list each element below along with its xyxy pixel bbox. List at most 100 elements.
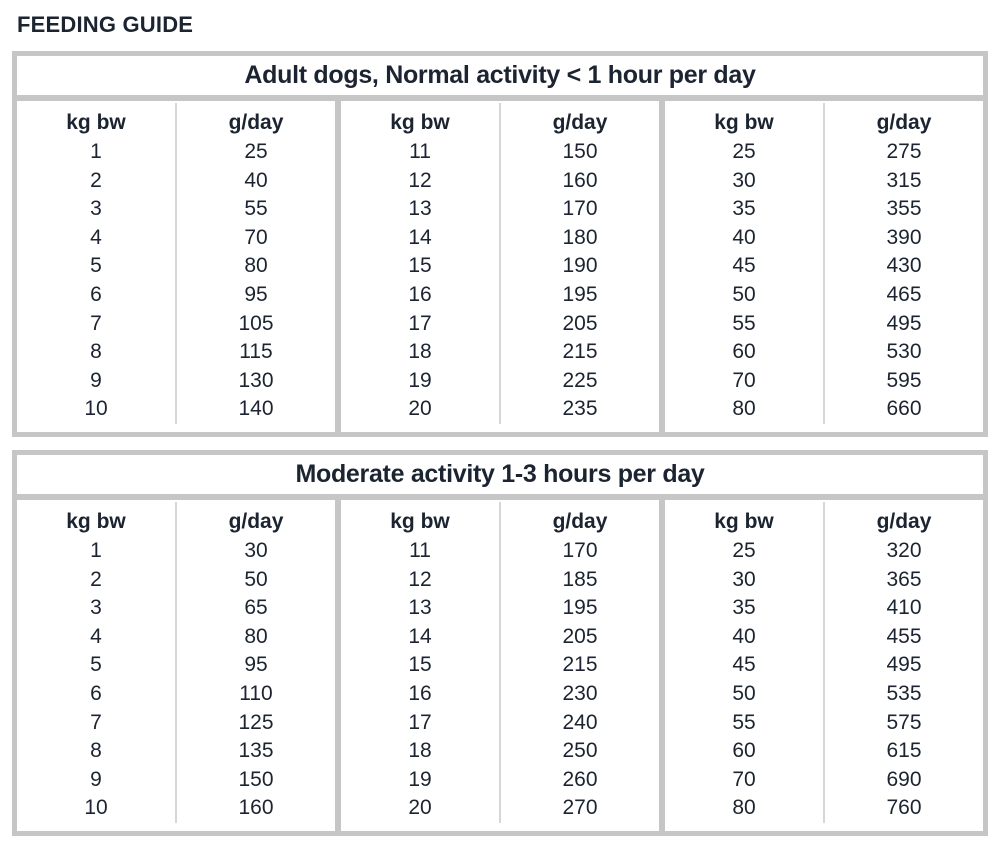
weight-cell: 7 xyxy=(90,710,102,734)
weight-cell: 5 xyxy=(90,653,102,677)
amount-cell: 50 xyxy=(244,567,268,591)
amount-cell: 455 xyxy=(886,624,922,648)
amount-cell: 205 xyxy=(562,624,598,648)
amount-cell: 65 xyxy=(244,596,268,620)
weight-cell: 4 xyxy=(90,225,102,249)
amount-cell: 270 xyxy=(562,796,598,820)
weight-cell: 18 xyxy=(408,340,432,364)
weight-column: kg bw 25 30 35 40 45 50 55 60 70 80 xyxy=(665,501,825,823)
column-header-amount: g/day xyxy=(228,111,284,134)
weight-cell: 80 xyxy=(732,397,756,421)
amount-cell: 170 xyxy=(562,197,598,221)
amount-column: g/day 275 315 355 390 430 465 495 530 595 660 xyxy=(825,103,983,424)
weight-cell: 50 xyxy=(732,282,756,306)
weight-cell: 15 xyxy=(408,254,432,278)
amount-cell: 150 xyxy=(562,140,598,163)
column-header-amount: g/day xyxy=(876,509,932,533)
amount-column: g/day 30 50 65 80 95 110 125 135 150 160 xyxy=(177,502,335,823)
amount-cell: 185 xyxy=(562,567,598,591)
weight-cell: 55 xyxy=(732,710,756,734)
weight-cell: 25 xyxy=(732,140,756,163)
column-header-amount: g/day xyxy=(552,509,608,533)
weight-column: kg bw 1 2 3 4 5 6 7 8 9 10 xyxy=(17,103,177,424)
amount-column: g/day 320 365 410 455 495 535 575 615 690 760 xyxy=(825,502,983,823)
amount-cell: 240 xyxy=(562,710,598,734)
amount-cell: 260 xyxy=(562,767,598,791)
table-title: Adult dogs, Normal activity < 1 hour per… xyxy=(17,56,983,101)
amount-column: g/day 150 160 170 180 190 195 205 215 225 235 xyxy=(501,103,659,424)
table-body: kg bw 1 2 3 4 5 6 7 8 9 10 g/day 25 40 55 70 80 95 105 1… xyxy=(17,101,983,432)
weight-cell: 10 xyxy=(84,796,108,820)
amount-cell: 535 xyxy=(886,681,922,705)
weight-cell: 14 xyxy=(408,225,432,249)
table-body: kg bw 1 2 3 4 5 6 7 8 9 10 g/day 30 50 65 80 95 110 125… xyxy=(17,499,983,831)
weight-cell: 2 xyxy=(90,567,102,591)
column-header-weight: kg bw xyxy=(390,509,450,533)
page-title: FEEDING GUIDE xyxy=(17,12,194,37)
amount-cell: 315 xyxy=(886,168,922,192)
weight-cell: 12 xyxy=(408,567,432,591)
weight-cell: 35 xyxy=(732,596,756,620)
amount-cell: 95 xyxy=(244,282,268,306)
amount-cell: 125 xyxy=(238,710,274,734)
amount-cell: 195 xyxy=(562,596,598,620)
weight-cell: 13 xyxy=(408,197,432,221)
table-title: Moderate activity 1-3 hours per day xyxy=(17,455,983,500)
weight-cell: 13 xyxy=(408,596,432,620)
tables-container: Adult dogs, Normal activity < 1 hour per… xyxy=(12,51,988,836)
amount-cell: 410 xyxy=(886,596,922,620)
amount-cell: 235 xyxy=(562,397,598,421)
amount-cell: 80 xyxy=(244,254,268,278)
weight-cell: 9 xyxy=(90,767,102,791)
amount-cell: 660 xyxy=(886,397,922,421)
amount-cell: 530 xyxy=(886,340,922,364)
amount-cell: 225 xyxy=(562,368,598,392)
weight-cell: 19 xyxy=(408,368,432,392)
amount-cell: 190 xyxy=(562,254,598,278)
weight-cell: 1 xyxy=(90,538,102,562)
amount-cell: 115 xyxy=(239,340,273,364)
amount-cell: 430 xyxy=(886,254,922,278)
weight-cell: 10 xyxy=(84,397,108,421)
amount-cell: 170 xyxy=(562,538,598,562)
weight-cell: 11 xyxy=(409,538,431,562)
feeding-table-1: Adult dogs, Normal activity < 1 hour per… xyxy=(12,51,988,437)
column-header-amount: g/day xyxy=(876,111,932,134)
column-header-weight: kg bw xyxy=(714,509,774,533)
amount-column: g/day 25 40 55 70 80 95 105 115 130 140 xyxy=(177,103,335,424)
weight-cell: 45 xyxy=(732,653,756,677)
column-pair: kg bw 1 2 3 4 5 6 7 8 9 10 g/day 30 50 65 80 95 110 125… xyxy=(17,500,335,831)
amount-cell: 760 xyxy=(886,796,922,820)
weight-cell: 6 xyxy=(90,681,102,705)
weight-cell: 7 xyxy=(90,311,102,335)
amount-cell: 275 xyxy=(886,140,922,163)
amount-cell: 130 xyxy=(238,368,274,392)
amount-cell: 110 xyxy=(239,681,273,705)
amount-cell: 160 xyxy=(238,796,274,820)
column-pair: kg bw 25 30 35 40 45 50 55 60 70 80 g/day 275 315 3… xyxy=(659,101,983,432)
column-header-amount: g/day xyxy=(228,509,284,533)
weight-cell: 50 xyxy=(732,681,756,705)
amount-cell: 70 xyxy=(244,225,268,249)
weight-cell: 5 xyxy=(90,254,102,278)
weight-cell: 40 xyxy=(732,624,756,648)
column-pair: kg bw 25 30 35 40 45 50 55 60 70 80 g/day 320 365 4… xyxy=(659,499,983,831)
column-pair: kg bw 11 12 13 14 15 16 17 18 19 20 g/day 170 185 1… xyxy=(335,499,659,831)
amount-cell: 390 xyxy=(886,225,922,249)
amount-cell: 595 xyxy=(886,368,922,392)
amount-cell: 215 xyxy=(562,340,598,364)
amount-cell: 105 xyxy=(238,311,274,335)
column-header-weight: kg bw xyxy=(66,111,126,134)
weight-cell: 11 xyxy=(409,140,431,163)
amount-cell: 140 xyxy=(238,397,274,421)
amount-cell: 495 xyxy=(886,311,922,335)
amount-cell: 230 xyxy=(562,681,598,705)
weight-cell: 15 xyxy=(408,653,432,677)
weight-column: kg bw 11 12 13 14 15 16 17 18 19 20 xyxy=(341,501,501,823)
amount-cell: 55 xyxy=(244,197,268,221)
column-pair: kg bw 1 2 3 4 5 6 7 8 9 10 g/day 25 40 55 70 80 95 105 1… xyxy=(17,101,335,432)
amount-cell: 80 xyxy=(244,624,268,648)
amount-cell: 180 xyxy=(562,225,598,249)
amount-cell: 150 xyxy=(238,767,274,791)
